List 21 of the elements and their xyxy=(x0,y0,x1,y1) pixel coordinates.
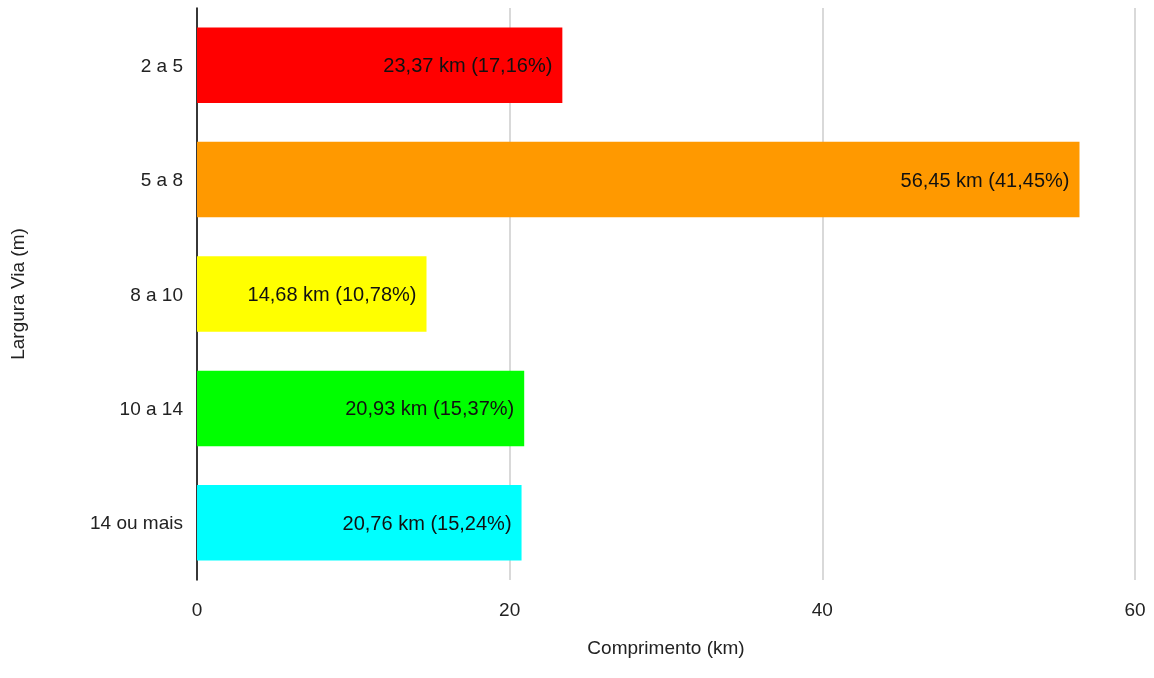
x-tick-label: 60 xyxy=(1124,599,1146,620)
bar xyxy=(197,370,525,447)
x-tick-label: 20 xyxy=(499,599,521,620)
bar xyxy=(197,27,563,103)
data-label: 23,37 km (17,16%) xyxy=(383,54,553,77)
bar xyxy=(197,141,1080,218)
bar xyxy=(197,256,427,332)
x-tick-label: 0 xyxy=(191,599,203,620)
y-tick-label: 8 a 10 xyxy=(130,283,183,305)
data-label: 56,45 km (41,45%) xyxy=(900,168,1070,191)
y-axis-title: Largura Via (m) xyxy=(7,228,28,360)
data-label: 20,93 km (15,37%) xyxy=(345,397,515,420)
y-tick-label: 14 ou mais xyxy=(90,512,183,534)
bar xyxy=(197,485,522,561)
x-tick-label: 40 xyxy=(811,599,833,620)
y-tick-label: 2 a 5 xyxy=(140,54,183,76)
data-label: 14,68 km (10,78%) xyxy=(247,283,417,305)
y-tick-label: 5 a 8 xyxy=(140,169,183,191)
data-label: 20,76 km (15,24%) xyxy=(342,511,512,534)
y-tick-label: 10 a 14 xyxy=(119,397,184,419)
x-axis-title: Comprimento (km) xyxy=(587,637,745,658)
